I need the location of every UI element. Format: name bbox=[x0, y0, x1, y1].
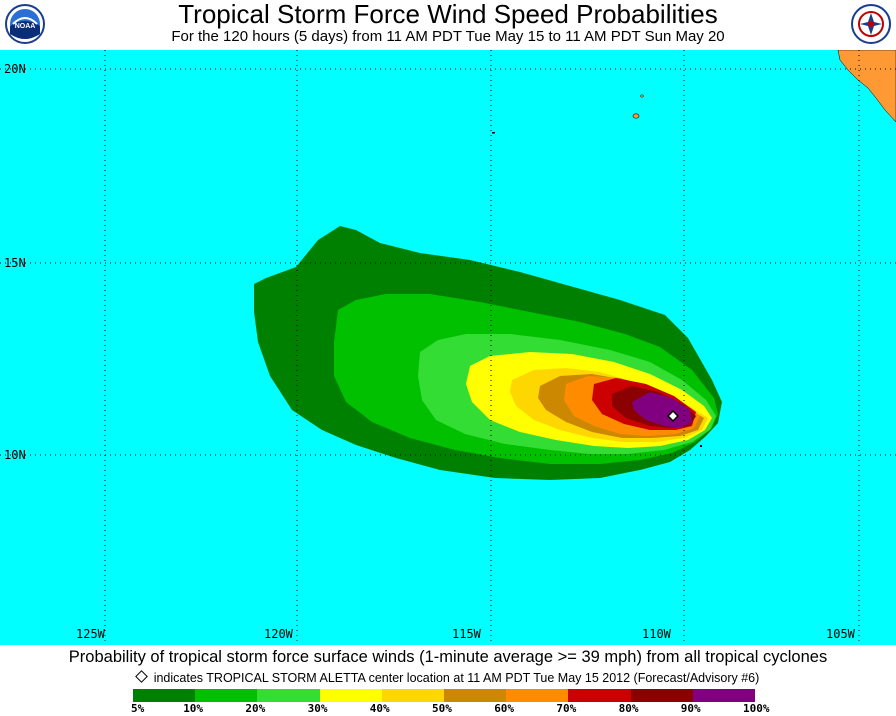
lon-label-125w: 125W bbox=[76, 627, 106, 641]
header: NOAA Tropical Storm Force Wind Speed Pro… bbox=[0, 0, 896, 50]
storm-indicator: indicates TROPICAL STORM ALETTA center l… bbox=[0, 670, 896, 686]
nws-logo-icon bbox=[851, 4, 891, 44]
map-caption: Probability of tropical storm force surf… bbox=[68, 648, 828, 666]
legend-swatch bbox=[692, 689, 755, 702]
legend-tick-label: 5% bbox=[131, 702, 145, 715]
diamond-marker-icon bbox=[134, 670, 148, 683]
legend-tick-label: 80% bbox=[618, 702, 639, 715]
legend-swatch bbox=[444, 689, 507, 702]
legend-tick-label: 40% bbox=[369, 702, 390, 715]
mexico-coast bbox=[837, 50, 896, 123]
legend-tick-label: 90% bbox=[680, 702, 701, 715]
probability-legend: 5% 10% 20% 30% 40% 50% 60% 70% 80% 90% 100% bbox=[0, 688, 896, 716]
island-socorro bbox=[632, 113, 640, 119]
probability-contours bbox=[254, 226, 722, 480]
longitude-labels: 125W 120W 115W 110W 105W bbox=[76, 627, 856, 641]
map-canvas: 20N 15N 10N 125W 120W 115W 110W 105W bbox=[0, 50, 896, 645]
svg-text:NOAA: NOAA bbox=[15, 23, 36, 30]
legend-swatch bbox=[381, 689, 444, 702]
contour-speck bbox=[700, 445, 702, 447]
lon-label-105w: 105W bbox=[826, 627, 856, 641]
lat-label-15n: 15N bbox=[4, 256, 26, 270]
island-clarion bbox=[492, 132, 495, 134]
storm-indicator-text: indicates TROPICAL STORM ALETTA center l… bbox=[153, 671, 760, 685]
legend-swatch bbox=[568, 689, 631, 702]
footer: Probability of tropical storm force surf… bbox=[0, 645, 896, 716]
legend-color-bar bbox=[133, 689, 755, 702]
storm-center-marker bbox=[666, 409, 680, 423]
legend-tick-label: 60% bbox=[494, 702, 515, 715]
legend-tick-label: 30% bbox=[307, 702, 328, 715]
legend-tick-label: 70% bbox=[556, 702, 577, 715]
legend-swatch bbox=[630, 689, 693, 702]
legend-swatch bbox=[257, 689, 320, 702]
lat-label-20n: 20N bbox=[4, 62, 26, 76]
legend-tick-label: 10% bbox=[183, 702, 204, 715]
legend-tick-label: 20% bbox=[245, 702, 266, 715]
legend-swatch bbox=[195, 689, 258, 702]
probability-map: 20N 15N 10N 125W 120W 115W 110W 105W bbox=[0, 50, 896, 645]
contour-90-100 bbox=[632, 392, 692, 428]
legend-swatch bbox=[319, 689, 382, 702]
legend-tick-label: 100% bbox=[743, 702, 770, 715]
map-subtitle: For the 120 hours (5 days) from 11 AM PD… bbox=[171, 28, 725, 45]
legend-swatch bbox=[133, 689, 196, 702]
latlon-grid bbox=[0, 50, 896, 645]
legend-tick-label: 50% bbox=[432, 702, 452, 715]
noaa-logo-icon: NOAA bbox=[5, 4, 45, 44]
lat-label-10n: 10N bbox=[4, 448, 26, 462]
legend-swatch bbox=[506, 689, 569, 702]
island-san-benedicto bbox=[640, 94, 644, 98]
lon-label-120w: 120W bbox=[264, 627, 294, 641]
latitude-labels: 20N 15N 10N bbox=[4, 62, 26, 462]
map-title: Tropical Storm Force Wind Speed Probabil… bbox=[178, 0, 718, 29]
lon-label-115w: 115W bbox=[452, 627, 482, 641]
lon-label-110w: 110W bbox=[642, 627, 672, 641]
